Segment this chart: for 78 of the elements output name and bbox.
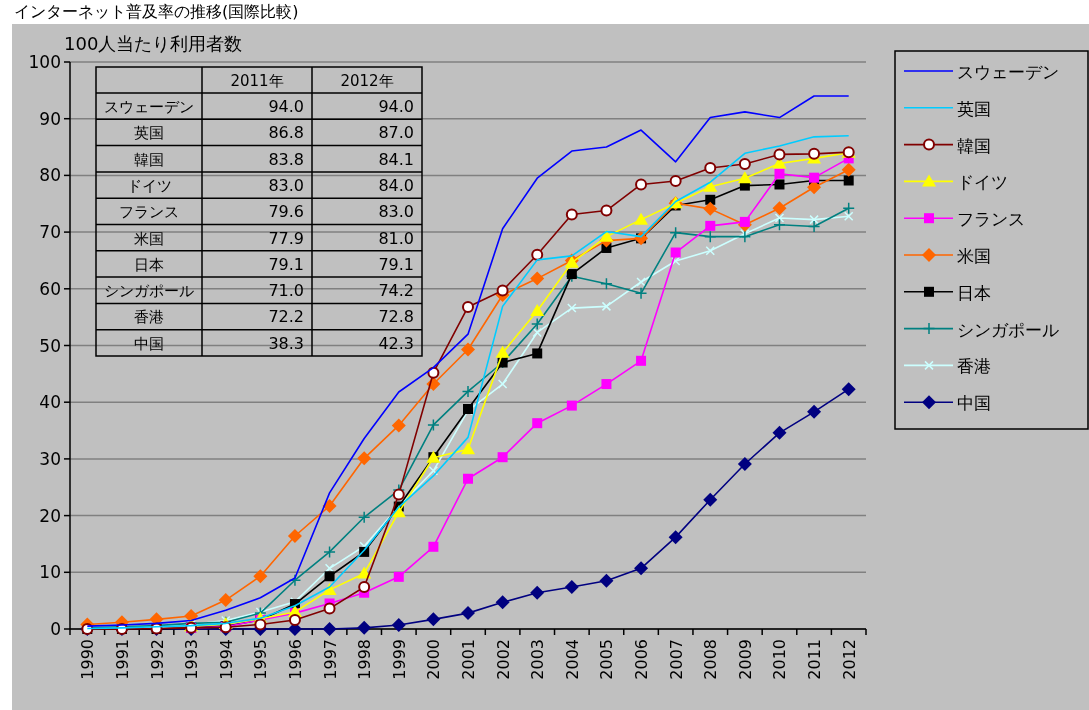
legend-label: 米国 — [957, 246, 991, 266]
annotation: 72.8 — [378, 307, 414, 327]
annotation: 83.0 — [378, 202, 414, 222]
text: 韓国 — [134, 151, 164, 168]
annotation: 86.8 — [268, 123, 304, 143]
legend-label: 中国 — [957, 393, 991, 414]
x-tick-label: 1993 — [182, 639, 202, 680]
y-tick-label: 0 — [50, 619, 61, 639]
annotation: 84.1 — [378, 149, 414, 169]
annotation: 42.3 — [378, 333, 414, 353]
annotation: 79.1 — [378, 254, 414, 274]
annotation: 72.2 — [268, 307, 304, 327]
x-tick-label: 2003 — [528, 639, 548, 680]
x-tick-label: 1997 — [320, 639, 340, 680]
chart-title: インターネット普及率の推移(国際比較) — [14, 2, 299, 21]
annotation: 83.8 — [268, 149, 304, 169]
text: シンガポール — [104, 283, 194, 300]
annotation: 94.0 — [268, 97, 304, 116]
legend-label: 日本 — [957, 282, 991, 303]
annotation: 2012年 — [340, 72, 394, 90]
annotation: 87.0 — [378, 123, 414, 143]
annotation: 79.1 — [268, 254, 304, 274]
x-tick-label: 1992 — [147, 639, 167, 680]
annotation: 38.3 — [268, 333, 304, 353]
annotation: 74.2 — [378, 281, 414, 301]
x-tick-label: 1995 — [251, 639, 271, 680]
x-tick-label: 2005 — [597, 639, 617, 680]
x-tick-label: 1998 — [355, 639, 375, 680]
x-tick-label: 2008 — [701, 639, 721, 680]
y-tick-label: 80 — [39, 165, 61, 186]
x-tick-label: 2002 — [493, 639, 513, 680]
text: 日本 — [134, 256, 164, 273]
legend-label: 英国 — [957, 98, 991, 119]
text: フランス — [119, 204, 179, 221]
x-tick-label: 1991 — [112, 639, 132, 680]
x-tick-label: 2009 — [735, 639, 755, 680]
x-tick-label: 2010 — [770, 639, 790, 680]
x-tick-label: 2006 — [632, 639, 652, 680]
legend-label: シンガポール — [957, 319, 1059, 340]
x-tick-label: 2012 — [839, 639, 859, 680]
legend-label: フランス — [957, 209, 1025, 230]
text: ドイツ — [126, 177, 172, 194]
x-tick-label: 2007 — [666, 639, 686, 680]
y-axis-title: 100人当たり利用者数 — [64, 33, 243, 54]
annotation: 71.0 — [268, 281, 304, 301]
x-tick-label: 1990 — [78, 639, 98, 680]
x-tick-label: 1994 — [216, 639, 236, 680]
legend-label: 韓国 — [957, 135, 991, 156]
legend-label: スウェーデン — [957, 62, 1059, 82]
x-tick-label: 2004 — [562, 639, 582, 680]
y-tick-label: 40 — [39, 392, 61, 413]
x-tick-label: 2000 — [424, 639, 444, 680]
y-tick-label: 90 — [39, 108, 61, 129]
text: 香港 — [134, 309, 164, 326]
y-tick-label: 70 — [39, 222, 61, 243]
annotation: 2011年 — [230, 72, 284, 90]
y-tick-label: 100 — [28, 52, 61, 72]
annotation: 84.0 — [378, 175, 414, 195]
text: 中国 — [134, 335, 164, 352]
y-tick-label: 60 — [39, 278, 61, 299]
annotation: 81.0 — [378, 228, 414, 248]
x-tick-label: 2001 — [459, 639, 478, 680]
text: 米国 — [134, 230, 164, 247]
text: スウェーデン — [104, 99, 194, 115]
y-tick-label: 30 — [39, 448, 61, 469]
y-tick-label: 50 — [39, 335, 61, 356]
legend-label: ドイツ — [957, 172, 1008, 193]
annotation: 79.6 — [268, 202, 304, 222]
y-tick-label: 10 — [39, 562, 61, 583]
legend-label: 香港 — [957, 356, 991, 377]
y-tick-label: 20 — [39, 505, 61, 526]
x-tick-label: 1996 — [285, 639, 305, 680]
annotation: 94.0 — [378, 97, 414, 116]
annotation: 83.0 — [268, 175, 304, 195]
x-tick-label: 2011 — [805, 639, 825, 680]
annotation: 77.9 — [268, 228, 304, 248]
x-tick-label: 1999 — [389, 639, 409, 680]
text: 英国 — [134, 125, 164, 142]
